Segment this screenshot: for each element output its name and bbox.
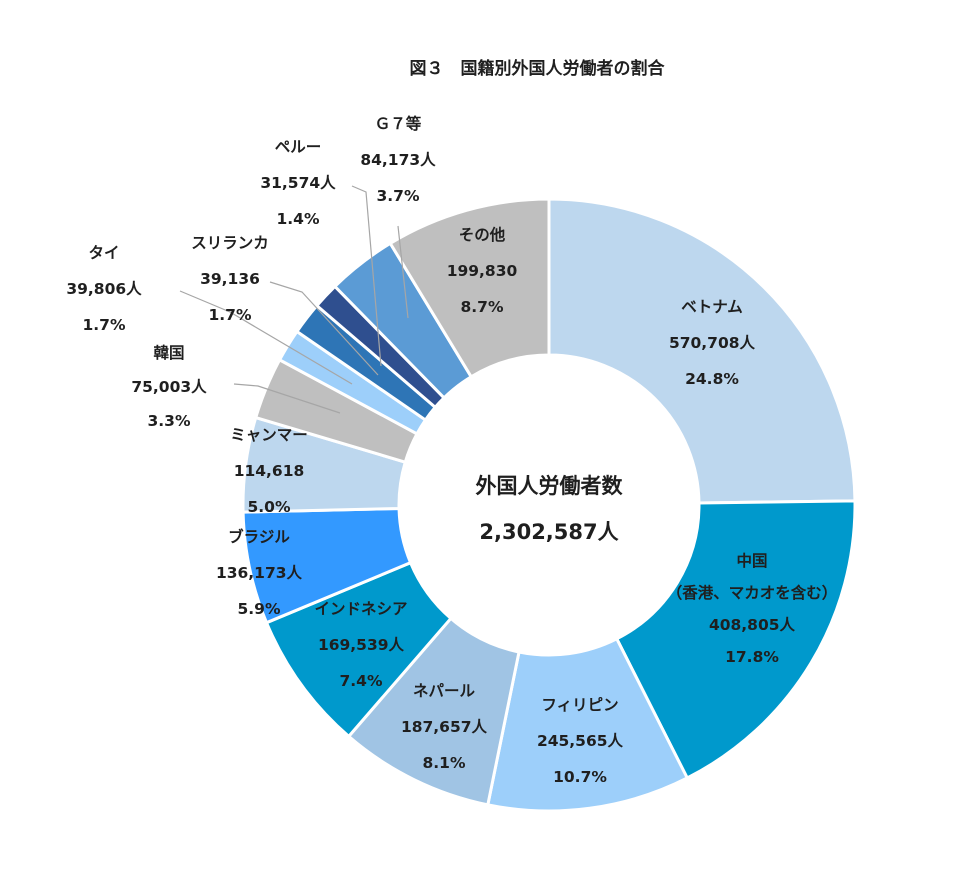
donut-slices: [241, 197, 857, 813]
slice-label-3-name: ネパール: [413, 682, 476, 700]
slice-label-2-count: 245,565人: [537, 732, 624, 750]
donut-slice-2: [486, 636, 690, 813]
slice-label-7-count: 75,003人: [131, 378, 207, 396]
slice-label-9-percent: 1.7%: [209, 306, 252, 324]
slice-label-1-count: 408,805人: [709, 616, 796, 634]
slice-label-1-sub: （香港、マカオを含む）: [667, 583, 838, 602]
slice-label-3-count: 187,657人: [401, 718, 488, 736]
slice-label-0-percent: 24.8%: [685, 370, 739, 388]
leader-line-9: [269, 281, 379, 376]
leader-line-8: [179, 290, 353, 385]
donut-slice-12: [388, 197, 551, 379]
chart-title: 図３ 国籍別外国人労働者の割合: [410, 58, 666, 79]
slice-label-1-name: 中国: [736, 551, 767, 570]
slice-label-4-percent: 7.4%: [340, 672, 383, 690]
slice-label-2-percent: 10.7%: [553, 768, 607, 786]
slice-label-9-name: スリランカ: [191, 234, 269, 252]
donut-slice-0: [547, 197, 857, 505]
center-label: 外国人労働者数: [476, 474, 624, 498]
center-value: 2,302,587人: [479, 520, 618, 544]
slice-label-4-name: インドネシア: [314, 600, 407, 618]
slice-label-12-name: その他: [459, 225, 506, 244]
donut-slice-1: [614, 499, 857, 781]
slice-labels: ベトナム 570,708人 24.8% 中国 （香港、マカオを含む） 408,805人 17…: [66, 114, 837, 786]
slice-label-7-percent: 3.3%: [148, 412, 191, 430]
slice-label-5-name: ブラジル: [228, 527, 290, 546]
slice-label-3-percent: 8.1%: [423, 754, 466, 772]
leader-line-11: [397, 225, 409, 319]
leader-lines: [179, 185, 409, 414]
slice-label-12-percent: 8.7%: [461, 298, 504, 316]
slice-label-10-count: 31,574人: [260, 174, 336, 192]
slice-label-9-count: 39,136: [200, 270, 260, 288]
slice-label-6-name: ミャンマー: [230, 426, 308, 444]
slice-label-0-name: ベトナム: [681, 298, 743, 316]
slice-label-2-name: フィリピン: [541, 696, 618, 714]
slice-label-6-percent: 5.0%: [248, 498, 291, 516]
slice-label-12-count: 199,830: [447, 262, 518, 280]
slice-label-8-count: 39,806人: [66, 280, 142, 298]
slice-label-11-name: Ｇ７等: [375, 114, 422, 133]
slice-label-10-name: ペルー: [275, 138, 322, 156]
slice-label-11-count: 84,173人: [360, 151, 436, 169]
slice-label-1-percent: 17.8%: [725, 648, 779, 666]
slice-label-8-percent: 1.7%: [83, 316, 126, 334]
leader-line-7: [233, 383, 341, 414]
slice-label-0-count: 570,708人: [669, 334, 756, 352]
slice-label-7-name: 韓国: [153, 343, 184, 362]
leader-line-10: [351, 185, 382, 367]
slice-label-10-percent: 1.4%: [277, 210, 320, 228]
slice-label-6-count: 114,618: [234, 462, 305, 480]
slice-label-5-count: 136,173人: [216, 564, 303, 582]
slice-label-4-count: 169,539人: [318, 636, 405, 654]
slice-label-11-percent: 3.7%: [377, 187, 420, 205]
slice-label-8-name: タイ: [88, 244, 119, 262]
slice-label-5-percent: 5.9%: [238, 600, 281, 618]
